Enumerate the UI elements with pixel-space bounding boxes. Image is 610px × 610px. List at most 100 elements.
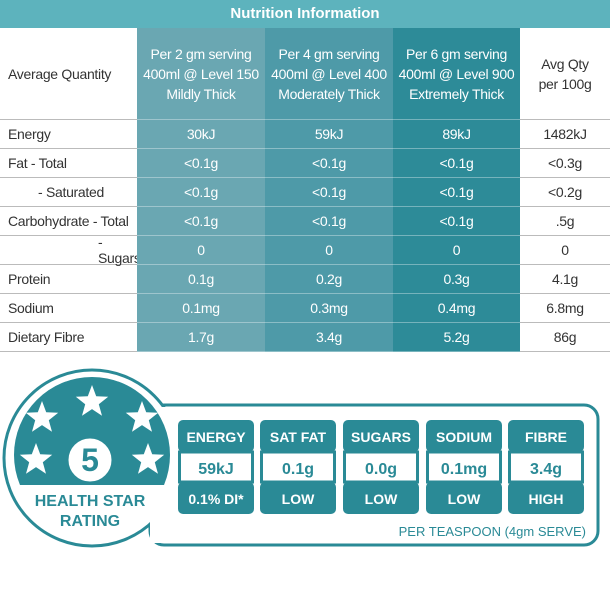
nutrient-top (178, 420, 254, 452)
header-line: Avg Qty (541, 55, 589, 72)
header-line: per 100g (538, 75, 592, 92)
row-label: Protein (0, 265, 137, 294)
cell-value: 86g (520, 323, 610, 352)
header-line: Per 6 gm serving (405, 45, 508, 62)
cell-value: <0.1g (265, 149, 393, 178)
nutrient-name: SODIUM (436, 429, 492, 445)
cell-value: 0.3mg (265, 294, 393, 323)
nutrient-level: LOW (365, 491, 398, 507)
nutrient-amount: 0.1mg (441, 461, 487, 478)
cell-value: 6.8mg (520, 294, 610, 323)
row-label: - Sugars (0, 234, 141, 266)
hsr-badge-outline (2, 368, 182, 548)
cell-value: 1.7g (137, 323, 265, 352)
header-line: Moderately Thick (278, 85, 380, 102)
nutrient-level: LOW (282, 491, 315, 507)
row-label: Fat - Total (0, 149, 137, 178)
header-line: 400ml @ Level 150 (143, 65, 259, 82)
column-header: Average Quantity (0, 28, 137, 120)
nutrient-top (343, 420, 419, 452)
nutrient-bottom (178, 482, 254, 514)
nutrient-bottom (343, 482, 419, 514)
nutrient-top (260, 420, 336, 452)
cell-value: .5g (520, 207, 610, 236)
hsr-joint (150, 407, 190, 543)
hsr-label: RATING (60, 513, 120, 530)
cell-value: 0 (520, 236, 610, 265)
row-label: - Saturated (0, 178, 137, 207)
nutrient-top (508, 420, 584, 452)
nutrient-mid (178, 450, 254, 484)
column-header: Per 4 gm serving 400ml @ Level 400 Moderat… (265, 28, 393, 120)
rating: 5 (81, 442, 99, 478)
nutrient-mid (260, 450, 336, 484)
nutrient-top (426, 420, 502, 452)
cell-value: <0.3g (520, 149, 610, 178)
footnote: PER TEASPOON (4gm SERVE) (399, 524, 586, 539)
cell-value: <0.1g (137, 178, 265, 207)
cell-value: 0.1g (137, 265, 265, 294)
nutrient-amount: 3.4g (530, 461, 562, 478)
header-line: Average Quantity (8, 65, 112, 82)
nutrient-name: ENERGY (186, 429, 246, 445)
cell-value: <0.1g (393, 178, 520, 207)
title-bar: Nutrition Information (0, 0, 610, 28)
row-label: Energy (0, 120, 137, 149)
row-label: Sodium (0, 294, 137, 323)
cell-value: 0.2g (265, 265, 393, 294)
cell-value: <0.1g (137, 149, 265, 178)
nutrient-level: HIGH (529, 491, 564, 507)
cell-value: 0.1mg (137, 294, 265, 323)
cell-value: <0.1g (265, 178, 393, 207)
cell-value: 5.2g (393, 323, 520, 352)
stars (19, 385, 165, 474)
cell-value: <0.1g (393, 149, 520, 178)
nutrient-bottom (426, 482, 502, 514)
nutrient-bottom (508, 482, 584, 514)
star (131, 443, 165, 474)
cell-value: 59kJ (265, 120, 393, 149)
header-line: Extremely Thick (409, 85, 504, 102)
column-header: Per 6 gm serving 400ml @ Level 900 Extreme… (393, 28, 520, 120)
nutrient-name: SUGARS (351, 429, 411, 445)
nutrient-mid (343, 450, 419, 484)
nutrient-mid (508, 450, 584, 484)
header-line: Mildly Thick (166, 85, 236, 102)
row-label: Dietary Fibre (0, 323, 137, 352)
cell-value: <0.1g (393, 207, 520, 236)
nutrient-name: SAT FAT (270, 429, 327, 445)
star (75, 385, 109, 416)
star (125, 401, 159, 432)
cell-value: 0 (137, 236, 265, 265)
nutrient-mid (426, 450, 502, 484)
header-line: 400ml @ Level 400 (271, 65, 387, 82)
star (25, 401, 59, 432)
cell-value: 0 (393, 236, 520, 265)
cell-value: 0.3g (393, 265, 520, 294)
cell-value: 1482kJ (520, 120, 610, 149)
nutrient-name: FIBRE (525, 429, 567, 445)
cell-value: <0.1g (265, 207, 393, 236)
star (19, 443, 53, 474)
hsr-frame (148, 403, 600, 547)
column-header: Avg Qty per 100g (520, 28, 610, 120)
header-line: Per 4 gm serving (278, 45, 380, 62)
nutrient-amount: 0.0g (365, 461, 397, 478)
cell-value: 0.4mg (393, 294, 520, 323)
nutrient-level: 0.1% DI* (188, 491, 244, 507)
header-line: Per 2 gm serving (150, 45, 252, 62)
column-header: Per 2 gm serving 400ml @ Level 150 Mildly … (137, 28, 265, 120)
nutrient-bottom (260, 482, 336, 514)
cell-value: <0.2g (520, 178, 610, 207)
cell-value: 89kJ (393, 120, 520, 149)
nutrient-amount: 59kJ (198, 461, 234, 478)
cell-value: 4.1g (520, 265, 610, 294)
cell-value: <0.1g (137, 207, 265, 236)
row-label: Carbohydrate - Total (0, 207, 137, 236)
rating-circle (65, 435, 115, 485)
hsr-label: HEALTH STAR (35, 493, 146, 510)
nutrient-amount: 0.1g (282, 461, 314, 478)
cell-value: 0 (265, 236, 393, 265)
header-line: 400ml @ Level 900 (398, 65, 515, 82)
